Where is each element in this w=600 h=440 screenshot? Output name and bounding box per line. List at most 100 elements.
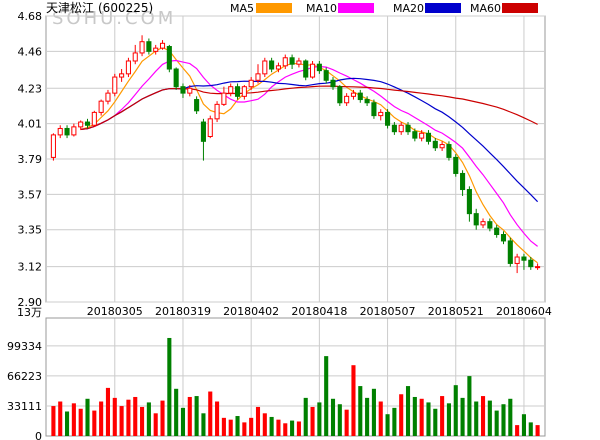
volume-bar <box>269 416 274 436</box>
price-tick-label: 4.01 <box>18 118 43 131</box>
candle-body <box>119 73 125 78</box>
volume-bar <box>528 422 533 436</box>
candle-body <box>200 121 206 142</box>
candle-body <box>166 46 172 70</box>
date-tick-label: 20180319 <box>155 305 211 318</box>
volume-bar <box>140 406 145 436</box>
candle-body <box>371 102 377 117</box>
date-tick-label: 20180305 <box>87 305 143 318</box>
candle-body <box>350 92 357 97</box>
volume-bar <box>467 376 472 436</box>
candle-body <box>432 140 438 149</box>
candle-body <box>487 221 493 229</box>
candle-body <box>84 121 91 126</box>
volume-bar <box>290 420 295 436</box>
volume-bar <box>310 406 315 436</box>
candle-body <box>439 144 445 149</box>
volume-bar <box>146 402 151 436</box>
volume-bar <box>65 411 70 436</box>
volume-tick-label: 99334 <box>7 340 42 353</box>
candle-body <box>303 60 309 78</box>
candle-body <box>323 70 329 81</box>
volume-bar <box>365 397 370 436</box>
volume-bar <box>296 421 301 436</box>
volume-bar <box>515 425 520 436</box>
candle-body <box>391 124 397 133</box>
candle-body <box>255 73 261 81</box>
candle-body <box>98 100 104 113</box>
volume-bar <box>221 417 226 436</box>
candle-body <box>310 63 316 78</box>
candle-body <box>466 189 472 215</box>
volume-bar <box>153 413 158 436</box>
volume-bar <box>480 396 486 436</box>
price-tick-label: 4.68 <box>18 10 43 23</box>
candle-body <box>357 92 363 101</box>
price-tick-label: 3.79 <box>18 153 43 166</box>
volume-bar <box>180 407 186 436</box>
volume-bar <box>337 404 342 436</box>
candle-body <box>228 86 234 94</box>
candle-body <box>248 79 254 88</box>
volume-bar <box>440 396 445 436</box>
volume-tick-label: 33111 <box>7 400 42 413</box>
legend: MA5 MA10 MA20 MA60 <box>230 2 538 15</box>
candle-body <box>425 132 432 142</box>
candle-body <box>453 156 459 174</box>
volume-axis-labels: 13万 99334 66223 33111 0 <box>7 306 42 440</box>
price-tick-label: 4.46 <box>18 45 43 58</box>
price-axis-labels: 4.68 4.46 4.23 4.01 3.79 3.57 3.35 3.12 2.90 <box>18 10 43 309</box>
volume-bar <box>303 397 308 436</box>
volume-bar <box>385 414 390 436</box>
candle-body <box>112 76 118 94</box>
candle-body <box>514 256 520 264</box>
candle-body <box>419 132 425 139</box>
volume-bar <box>392 407 397 436</box>
candle-body <box>125 60 131 75</box>
volume-bar <box>58 401 63 436</box>
volume-bar <box>194 396 199 436</box>
candle-body <box>446 144 452 158</box>
volume-bar <box>399 394 404 436</box>
candle-body <box>330 79 336 88</box>
volume-bar <box>283 423 288 436</box>
candle-body <box>337 86 343 104</box>
candle-body <box>50 134 56 158</box>
legend-swatch-ma60 <box>502 3 538 13</box>
volume-bar <box>453 385 458 436</box>
candle-body <box>262 60 268 75</box>
volume-bar <box>371 388 376 436</box>
volume-bar <box>242 422 247 436</box>
date-tick-label: 20180418 <box>291 305 347 318</box>
candle-body <box>528 259 534 268</box>
legend-label-ma60: MA60 <box>470 2 501 15</box>
volume-bar <box>126 399 131 436</box>
candle-body <box>71 126 77 136</box>
candle-body <box>153 47 159 52</box>
price-tick-label: 3.12 <box>18 261 43 274</box>
date-axis-labels: 20180305 20180319 20180402 20180418 20180507… <box>87 305 552 318</box>
volume-bar <box>487 400 492 436</box>
ma-line-ma60 <box>80 85 538 130</box>
legend-label-ma5: MA5 <box>230 2 254 15</box>
candle-body <box>473 213 479 226</box>
price-tick-label: 4.23 <box>18 82 43 95</box>
candle-body <box>214 103 220 120</box>
candle-body <box>275 65 281 70</box>
volume-frame <box>45 317 546 437</box>
candle-body <box>494 227 500 236</box>
volume-tick-label: 13万 <box>17 306 42 319</box>
volume-bar <box>262 413 267 436</box>
ma-line-ma10 <box>80 59 538 247</box>
volume-bar <box>330 398 336 436</box>
candle-body <box>105 92 111 102</box>
candle-body <box>241 86 247 97</box>
candle-body <box>194 99 200 112</box>
legend-swatch-ma20 <box>425 3 461 13</box>
date-tick-label: 20180507 <box>360 305 416 318</box>
volume-bar <box>351 365 356 436</box>
volume-tick-label: 66223 <box>7 370 42 383</box>
date-tick-label: 20180521 <box>428 305 484 318</box>
volume-bar <box>412 396 417 436</box>
volume-bar <box>535 425 540 436</box>
